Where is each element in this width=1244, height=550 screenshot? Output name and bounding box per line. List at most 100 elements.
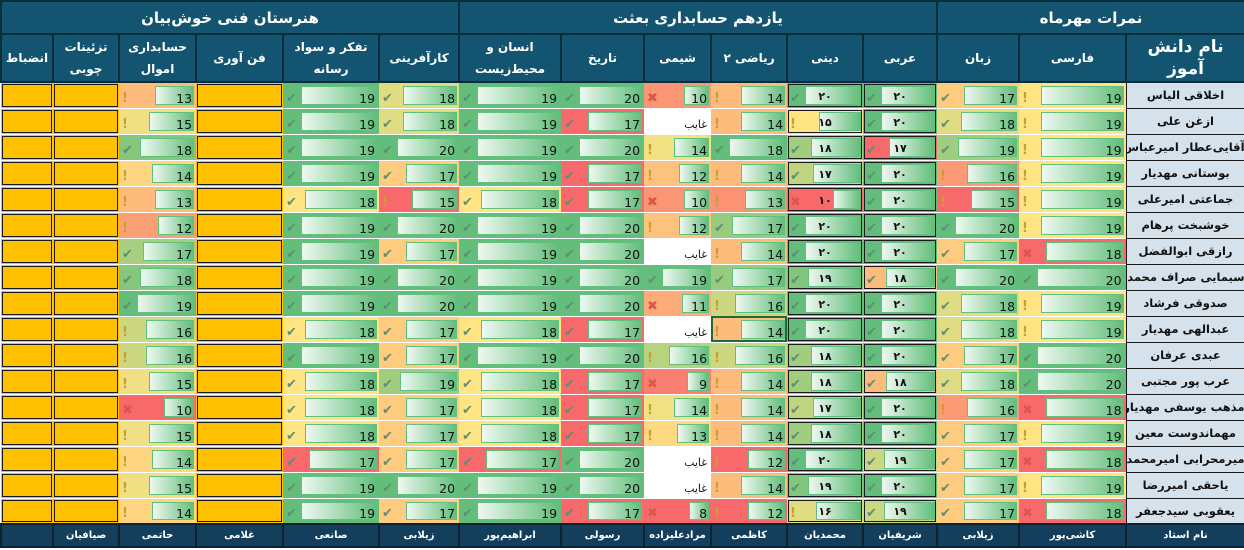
grade-cell[interactable]: ✔ ۱۸ <box>863 368 938 395</box>
column-header[interactable]: فارسی <box>1018 33 1128 83</box>
grade-cell[interactable]: ✔ ۲۰ <box>787 290 864 317</box>
grade-cell[interactable] <box>53 316 120 343</box>
grade-cell[interactable]: ✔ ۲۰ <box>863 82 938 109</box>
grade-cell[interactable] <box>196 108 284 135</box>
grade-cell[interactable]: ✔ ۱۹ <box>863 446 938 473</box>
grade-cell[interactable] <box>53 238 120 265</box>
grade-cell[interactable]: ✖ 10 <box>119 394 197 421</box>
student-name[interactable]: میرمحرابی امیرمحمد <box>1125 445 1244 473</box>
grade-cell[interactable]: ✔ 17 <box>561 394 645 421</box>
grade-cell[interactable]: ! 19 <box>1019 186 1127 213</box>
grade-cell[interactable]: ✔ 18 <box>937 290 1020 317</box>
grade-cell[interactable]: ✔ 20 <box>1019 264 1127 291</box>
student-name[interactable]: آقایی‌عطار امیرعباس <box>1125 133 1244 161</box>
grade-cell[interactable]: ! 16 <box>644 342 712 369</box>
grade-cell[interactable] <box>1 212 54 239</box>
grade-cell[interactable]: ✔ 19 <box>459 134 562 161</box>
grade-cell[interactable]: ! 19 <box>1019 420 1127 447</box>
grade-cell[interactable]: ✔ 18 <box>937 368 1020 395</box>
grade-cell[interactable]: ! 12 <box>711 498 788 525</box>
student-name[interactable]: یاحقی امیررضا <box>1125 471 1244 499</box>
grade-cell[interactable]: ✔ 17 <box>937 498 1020 525</box>
grade-cell[interactable] <box>53 186 120 213</box>
grade-cell[interactable] <box>196 368 284 395</box>
grade-cell[interactable]: ✔ 19 <box>119 290 197 317</box>
grade-cell[interactable]: ✔ 20 <box>561 446 645 473</box>
grade-cell[interactable]: ✔ 19 <box>459 290 562 317</box>
grade-cell[interactable]: ✔ ۲۰ <box>863 186 938 213</box>
grade-cell[interactable]: ✔ 17 <box>937 238 1020 265</box>
grade-cell[interactable]: ✔ ۲۰ <box>863 290 938 317</box>
grade-cell[interactable]: ✔ ۱۷ <box>787 394 864 421</box>
grade-cell[interactable]: ✔ 17 <box>561 368 645 395</box>
column-header-student-name[interactable]: نام دانش آموز <box>1125 33 1244 83</box>
grade-cell[interactable]: غایب <box>644 108 712 135</box>
grade-cell[interactable]: ✔ 19 <box>283 160 380 187</box>
grade-cell[interactable] <box>53 394 120 421</box>
grade-cell[interactable]: ✔ 20 <box>561 290 645 317</box>
grade-cell[interactable]: غایب <box>644 446 712 473</box>
grade-cell[interactable] <box>1 394 54 421</box>
grade-cell[interactable] <box>1 82 54 109</box>
grade-cell[interactable]: ✔ 17 <box>937 420 1020 447</box>
grade-cell[interactable]: ✔ 17 <box>379 238 460 265</box>
grade-cell[interactable]: غایب <box>644 472 712 499</box>
grade-cell[interactable]: ! ۱۵ <box>787 108 864 135</box>
grade-cell[interactable] <box>53 82 120 109</box>
student-name[interactable]: اخلاقی الیاس <box>1125 81 1244 109</box>
column-header[interactable]: تزئینات چوبی <box>52 33 121 83</box>
grade-cell[interactable] <box>1 342 54 369</box>
grade-cell[interactable]: ✔ ۲۰ <box>863 160 938 187</box>
grade-cell[interactable]: ✔ ۱۹ <box>787 472 864 499</box>
grade-cell[interactable] <box>196 446 284 473</box>
grade-cell[interactable] <box>1 108 54 135</box>
grade-cell[interactable]: ✔ 20 <box>1019 368 1127 395</box>
grade-cell[interactable]: ! 14 <box>711 238 788 265</box>
grade-cell[interactable]: ✔ 17 <box>379 316 460 343</box>
column-header[interactable]: انضباط <box>0 33 55 83</box>
student-name[interactable]: صدوقی فرشاد <box>1125 289 1244 317</box>
grade-cell[interactable]: ✔ 17 <box>711 264 788 291</box>
grade-cell[interactable]: ✔ 18 <box>379 108 460 135</box>
grade-cell[interactable] <box>53 368 120 395</box>
grade-cell[interactable] <box>53 134 120 161</box>
grade-cell[interactable] <box>1 264 54 291</box>
grade-cell[interactable]: ! 12 <box>644 160 712 187</box>
grade-cell[interactable]: ✔ ۲۰ <box>863 420 938 447</box>
student-name[interactable]: خوشبخت پرهام <box>1125 211 1244 239</box>
grade-cell[interactable]: ✔ ۲۰ <box>863 342 938 369</box>
grade-cell[interactable]: ✔ 19 <box>283 108 380 135</box>
column-header[interactable]: شیمی <box>643 33 713 83</box>
student-name[interactable]: عرب پور مجتبی <box>1125 367 1244 395</box>
grade-cell[interactable]: ! 13 <box>711 186 788 213</box>
grade-cell[interactable]: ! 12 <box>119 212 197 239</box>
grade-cell[interactable]: ✔ 17 <box>561 160 645 187</box>
grade-cell[interactable]: ✔ 20 <box>561 134 645 161</box>
grade-cell[interactable]: ✖ 18 <box>1019 446 1127 473</box>
grade-cell[interactable]: ✔ 19 <box>459 472 562 499</box>
grade-cell[interactable]: ! 19 <box>1019 82 1127 109</box>
column-header[interactable]: فن آوری <box>195 33 285 83</box>
grade-cell[interactable] <box>53 212 120 239</box>
grade-cell[interactable]: ✖ 10 <box>644 186 712 213</box>
column-header[interactable]: ریاضی ۲ <box>710 33 789 83</box>
column-header[interactable]: عربی <box>862 33 939 83</box>
grade-cell[interactable]: ! 16 <box>937 160 1020 187</box>
grade-cell[interactable]: ! 14 <box>119 446 197 473</box>
grade-cell[interactable]: ✔ ۲۰ <box>787 316 864 343</box>
grade-cell[interactable]: ✔ 20 <box>561 342 645 369</box>
grade-cell[interactable]: ✔ 19 <box>644 264 712 291</box>
grade-cell[interactable]: ✔ 17 <box>937 342 1020 369</box>
column-header[interactable]: تفکر و سواد رسانه <box>282 33 381 83</box>
grade-cell[interactable]: ✖ 18 <box>1019 394 1127 421</box>
grade-cell[interactable]: ! 14 <box>711 368 788 395</box>
grade-cell[interactable]: ✔ ۲۰ <box>863 394 938 421</box>
student-name[interactable]: مذهب یوسفی مهدیار <box>1125 393 1244 421</box>
grade-cell[interactable]: ! 14 <box>119 498 197 525</box>
grade-cell[interactable]: ! 14 <box>711 420 788 447</box>
grade-cell[interactable]: ✔ ۲۰ <box>863 108 938 135</box>
grade-cell[interactable]: ✔ 18 <box>119 134 197 161</box>
grade-cell[interactable]: ✔ 19 <box>283 498 380 525</box>
grade-cell[interactable]: ✔ 17 <box>379 446 460 473</box>
grade-cell[interactable] <box>53 446 120 473</box>
